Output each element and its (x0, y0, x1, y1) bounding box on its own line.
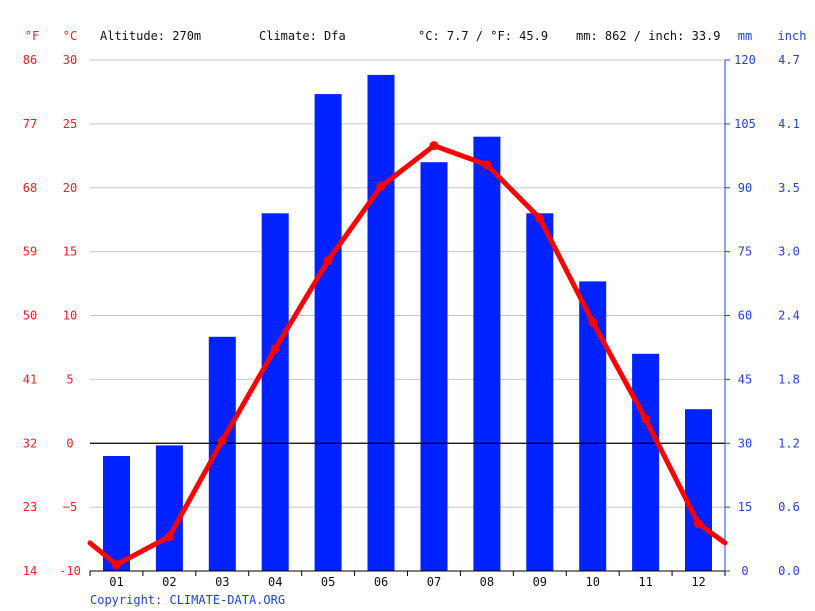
inch-tick-label-7: 4.1 (778, 117, 800, 131)
fahrenheit-tick-label-5: 59 (23, 245, 37, 259)
fahrenheit-unit-label: °F (25, 29, 39, 43)
inch-tick-label-8: 4.7 (778, 53, 800, 67)
precipitation-bar-06 (367, 74, 395, 572)
fahrenheit-tick-label-4: 50 (23, 309, 37, 323)
temperature-point-07 (429, 141, 439, 151)
inch-tick-label-0: 0.0 (778, 564, 800, 578)
temperature-point-02 (164, 532, 174, 541)
inch-tick-label-5: 3.0 (778, 245, 800, 259)
inch-unit-label: inch (778, 29, 807, 43)
fahrenheit-tick-label-8: 86 (23, 53, 37, 67)
precipitation-bar-05 (314, 94, 342, 571)
mm-unit-label: mm (738, 29, 752, 43)
precipitation-bar-08 (473, 136, 501, 571)
inch-tick-label-1: 0.6 (778, 500, 800, 514)
month-label-11: 11 (638, 575, 652, 589)
temperature-point-06 (376, 182, 386, 191)
inch-tick-label-6: 3.5 (778, 181, 800, 195)
copyright-link[interactable]: Copyright: CLIMATE-DATA.ORG (90, 593, 285, 607)
temperature-line-layer (87, 141, 728, 570)
precipitation-bar-07 (420, 162, 448, 571)
mm-tick-label-0: 0 (741, 564, 748, 578)
precipitation-bar-10 (579, 281, 607, 571)
celsius-tick-label-8: 30 (63, 53, 77, 67)
month-label-10: 10 (585, 575, 599, 589)
precipitation-bar-02 (155, 445, 183, 571)
celsius-tick-label-7: 25 (63, 117, 77, 131)
fahrenheit-tick-label-1: 23 (23, 500, 37, 514)
inch-tick-label-3: 1.8 (778, 372, 800, 386)
temperature-point-03 (217, 436, 227, 446)
month-label-04: 04 (268, 575, 282, 589)
average-temperature-label: °C: 7.7 / °F: 45.9 (418, 29, 548, 43)
mm-tick-label-6: 90 (738, 181, 752, 195)
month-label-12: 12 (691, 575, 705, 589)
altitude-label: Altitude: 270m (100, 29, 201, 43)
climate-label: Climate: Dfa (259, 29, 346, 43)
mm-tick-label-8: 120 (734, 53, 756, 67)
axes-layer (89, 59, 730, 576)
chart-header: °F °C Altitude: 270m Climate: Dfa °C: 7.… (25, 29, 807, 43)
celsius-tick-label-1: −5 (63, 500, 77, 514)
temperature-point-09 (535, 213, 545, 223)
month-label-08: 08 (480, 575, 494, 589)
celsius-tick-label-6: 20 (63, 181, 77, 195)
precipitation-bar-11 (632, 353, 660, 571)
mm-tick-label-3: 45 (738, 372, 752, 386)
celsius-tick-label-2: 0 (66, 436, 73, 450)
temperature-line (87, 143, 728, 568)
precipitation-bar-12 (685, 409, 712, 571)
month-label-02: 02 (162, 575, 176, 589)
temperature-point-01 (112, 560, 121, 570)
celsius-tick-label-0: -10 (59, 564, 81, 578)
month-label-07: 07 (427, 575, 441, 589)
month-label-05: 05 (321, 575, 335, 589)
celsius-tick-label-3: 5 (66, 372, 73, 386)
month-label-06: 06 (374, 575, 388, 589)
mm-tick-label-1: 15 (738, 500, 752, 514)
celsius-unit-label: °C (63, 29, 77, 43)
inch-tick-label-4: 2.4 (778, 309, 800, 323)
mm-tick-label-5: 75 (738, 245, 752, 259)
mm-tick-label-7: 105 (734, 117, 756, 131)
temperature-point-04 (270, 344, 280, 354)
grid-layer (90, 59, 725, 572)
temperature-point-11 (641, 414, 651, 424)
month-label-03: 03 (215, 575, 229, 589)
fahrenheit-tick-label-2: 32 (23, 436, 37, 450)
temperature-point-05 (323, 256, 333, 266)
precipitation-bar-04 (261, 213, 289, 572)
mm-tick-label-2: 30 (738, 436, 752, 450)
celsius-tick-label-5: 15 (63, 245, 77, 259)
month-label-01: 01 (109, 575, 123, 589)
fahrenheit-tick-label-0: 14 (23, 564, 37, 578)
temperature-point-12 (694, 519, 703, 529)
precipitation-bars (103, 74, 712, 572)
total-precipitation-label: mm: 862 / inch: 33.9 (576, 29, 721, 43)
temperature-point-10 (588, 317, 598, 327)
celsius-tick-label-4: 10 (63, 309, 77, 323)
precipitation-bar-01 (103, 456, 130, 571)
temperature-point-08 (482, 160, 492, 170)
fahrenheit-tick-label-3: 41 (23, 372, 37, 386)
fahrenheit-tick-label-7: 77 (23, 117, 37, 131)
month-label-09: 09 (533, 575, 547, 589)
precipitation-bar-09 (526, 213, 554, 572)
inch-tick-label-2: 1.2 (778, 436, 800, 450)
fahrenheit-tick-label-6: 68 (23, 181, 37, 195)
mm-tick-label-4: 60 (738, 309, 752, 323)
